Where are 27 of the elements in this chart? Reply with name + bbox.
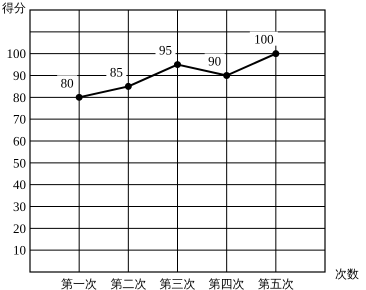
point (124, 82, 132, 90)
y-tick-label: 50 (13, 155, 26, 170)
point (174, 61, 181, 68)
data-label: 80 (60, 75, 74, 90)
y-tick-label: 60 (13, 134, 26, 149)
data-label: 95 (159, 42, 172, 58)
y-tick-label: 70 (13, 112, 26, 127)
x-axis-title: 次数 (335, 267, 359, 281)
x-tick-label: 第一次 (61, 277, 98, 290)
point (223, 72, 230, 79)
data-label: 85 (110, 64, 123, 80)
point (272, 50, 280, 58)
y-tick-label: 20 (13, 220, 26, 236)
data-label: 90 (208, 54, 222, 68)
x-tick-label: 第三次 (160, 277, 196, 290)
x-tick-label: 第二次 (110, 277, 146, 290)
y-tick-label: 80 (13, 90, 26, 105)
data-label: 100 (254, 32, 274, 47)
y-axis-title: 得分 (2, 1, 26, 15)
y-tick-label: 10 (13, 242, 26, 258)
y-tick-label: 90 (13, 68, 26, 84)
y-tick-label: 40 (13, 177, 26, 192)
point (76, 94, 83, 101)
y-tick-label: 100 (6, 46, 26, 62)
y-tick-label: 30 (13, 199, 26, 214)
x-tick-label: 第四次 (208, 277, 245, 290)
x-tick-label: 第五次 (258, 277, 294, 290)
